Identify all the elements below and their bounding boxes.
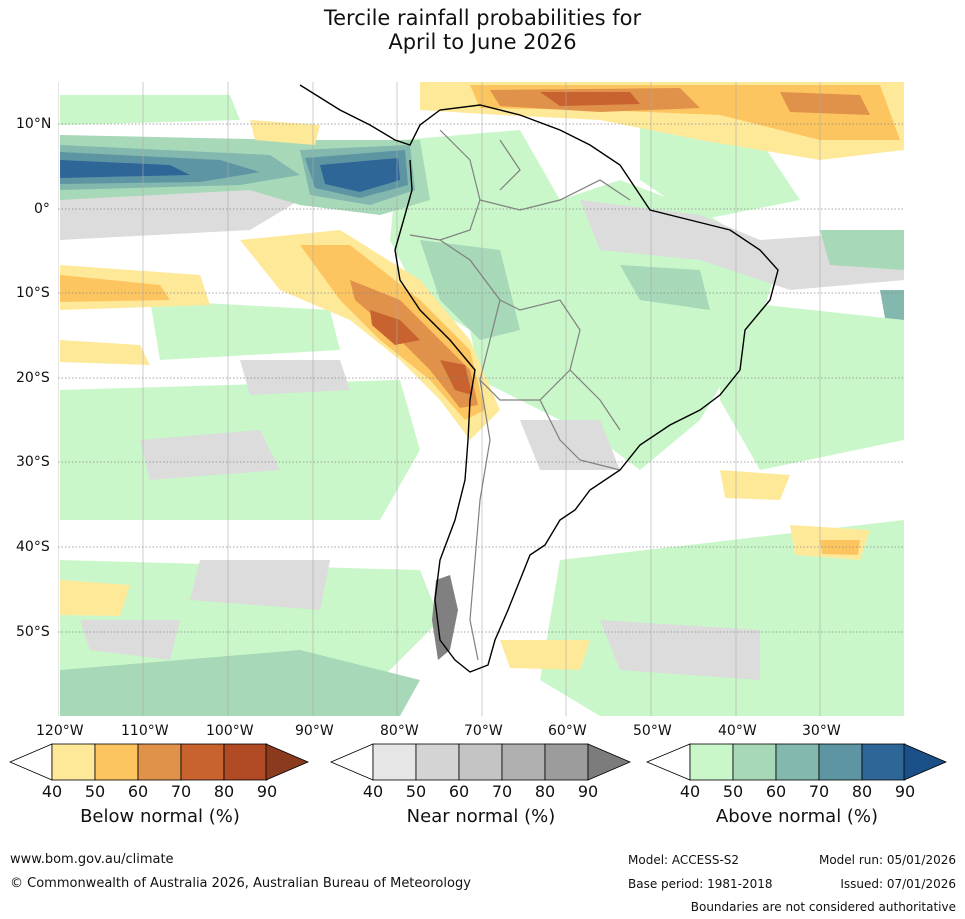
below-normal-colorbar [8, 743, 310, 781]
above-min-extension [645, 743, 691, 781]
coastline [299, 84, 779, 673]
country-borders [409, 129, 631, 661]
above-normal-80-90-patches [60, 158, 400, 192]
lon-label-30w: 30°W [802, 723, 841, 739]
lat-label-10n: 10°N [16, 116, 52, 132]
near-normal-high-patches [432, 575, 458, 660]
near-swatch-80 [544, 743, 589, 781]
near-normal-title: Near normal (%) [406, 806, 556, 827]
lon-label-70w: 70°W [464, 723, 503, 739]
below-swatch-40 [51, 743, 96, 781]
meridians [58, 82, 821, 716]
above-swatch-60 [775, 743, 820, 781]
lon-label-60w: 60°W [548, 723, 587, 739]
near-tick-90: 90 [577, 782, 599, 801]
near-tick-80: 80 [534, 782, 556, 801]
model-run-text: Model run: 05/01/2026 [818, 853, 956, 867]
near-swatch-40 [372, 743, 417, 781]
lat-label-30s: 30°S [16, 454, 50, 470]
base-period-text: Base period: 1981-2018 [628, 877, 773, 891]
colorbar-legend [8, 743, 948, 781]
lon-label-120w: 120°W [36, 723, 84, 739]
above-swatch-70 [818, 743, 863, 781]
lon-label-80w: 80°W [380, 723, 419, 739]
map-title-line1: Tercile rainfall probabilities for [323, 6, 642, 30]
near-swatch-50 [415, 743, 460, 781]
near-tick-50: 50 [405, 782, 427, 801]
disclaimer-text: Boundaries are not considered authoritat… [690, 900, 956, 914]
lat-label-20s: 20°S [16, 370, 50, 386]
below-normal-70-80-patches [370, 92, 640, 395]
lon-label-50w: 50°W [633, 723, 672, 739]
lon-label-110w: 110°W [121, 723, 169, 739]
above-tick-40: 40 [679, 782, 701, 801]
above-tick-90: 90 [894, 782, 916, 801]
below-tick-50: 50 [84, 782, 106, 801]
near-swatch-60 [458, 743, 503, 781]
below-tick-60: 60 [127, 782, 149, 801]
above-swatch-80 [861, 743, 906, 781]
below-tick-40: 40 [41, 782, 63, 801]
above-tick-60: 60 [765, 782, 787, 801]
lat-label-50s: 50°S [16, 624, 50, 640]
above-tick-50: 50 [722, 782, 744, 801]
above-tick-80: 80 [851, 782, 873, 801]
issued-text: Issued: 07/01/2026 [840, 877, 956, 891]
map-title-line2: April to June 2026 [388, 30, 577, 54]
near-tick-70: 70 [491, 782, 513, 801]
above-max-extension [903, 743, 948, 781]
near-swatch-70 [501, 743, 546, 781]
website-link[interactable]: www.bom.gov.au/climate [10, 852, 174, 867]
graticule [58, 123, 904, 633]
below-tick-70: 70 [170, 782, 192, 801]
model-text: Model: ACCESS-S2 [628, 853, 740, 867]
lat-label-40s: 40°S [16, 539, 50, 555]
near-normal-colorbar [329, 743, 632, 781]
below-normal-title: Below normal (%) [80, 806, 240, 827]
below-min-extension [8, 743, 53, 781]
below-max-extension [265, 743, 310, 781]
near-min-extension [329, 743, 374, 781]
above-swatch-40 [689, 743, 734, 781]
copyright-text: © Commonwealth of Australia 2026, Austra… [10, 876, 471, 891]
lon-label-40w: 40°W [718, 723, 757, 739]
near-tick-40: 40 [362, 782, 384, 801]
below-tick-80: 80 [213, 782, 235, 801]
probability-field [58, 82, 904, 716]
below-swatch-60 [137, 743, 182, 781]
above-tick-70: 70 [808, 782, 830, 801]
lon-label-100w: 100°W [206, 723, 254, 739]
below-swatch-70 [180, 743, 225, 781]
near-max-extension [587, 743, 632, 781]
below-swatch-80 [223, 743, 268, 781]
lat-label-10s: 10°S [16, 285, 50, 301]
above-normal-colorbar [645, 743, 948, 781]
above-normal-title: Above normal (%) [715, 806, 879, 827]
lat-label-0: 0° [34, 201, 50, 217]
above-swatch-50 [732, 743, 777, 781]
below-tick-90: 90 [256, 782, 278, 801]
below-swatch-50 [94, 743, 139, 781]
lon-label-90w: 90°W [295, 723, 334, 739]
near-tick-60: 60 [448, 782, 470, 801]
